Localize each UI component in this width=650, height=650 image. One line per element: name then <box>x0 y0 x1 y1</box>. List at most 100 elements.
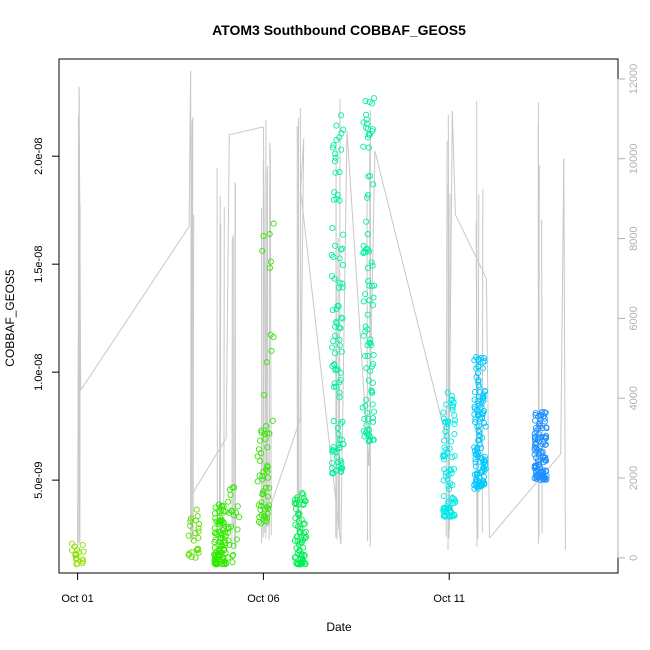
data-point <box>331 158 339 165</box>
data-point <box>329 144 336 151</box>
data-point <box>195 549 202 556</box>
x-tick-label: Oct 11 <box>433 593 465 605</box>
data-point <box>365 131 373 138</box>
data-point <box>216 504 223 511</box>
data-point <box>229 552 236 559</box>
data-point <box>298 516 305 523</box>
data-point <box>195 534 202 541</box>
data-point <box>364 194 371 201</box>
x-tick-label: Oct 01 <box>61 593 93 605</box>
data-point <box>338 465 345 472</box>
data-point <box>328 273 336 280</box>
data-point <box>338 314 345 321</box>
data-point <box>225 537 232 544</box>
data-point <box>266 230 273 238</box>
data-point <box>192 530 199 537</box>
altitude-profile-line <box>366 192 368 541</box>
data-point <box>234 526 241 533</box>
data-point <box>537 411 544 418</box>
data-point <box>336 197 343 204</box>
data-point <box>340 126 347 133</box>
data-point <box>211 530 219 537</box>
data-point <box>73 556 80 563</box>
data-point <box>542 454 549 461</box>
data-point <box>451 417 459 424</box>
data-point <box>299 556 306 564</box>
data-point <box>367 172 374 179</box>
altitude-segment <box>300 138 305 191</box>
data-point <box>471 444 478 451</box>
data-point <box>442 428 449 435</box>
data-point <box>476 475 483 482</box>
data-point <box>298 539 305 546</box>
data-point <box>329 470 336 477</box>
data-point <box>365 431 373 438</box>
data-point <box>329 307 336 314</box>
data-point <box>441 452 448 459</box>
data-point <box>68 540 76 547</box>
data-point <box>471 481 478 489</box>
data-point <box>187 518 194 525</box>
data-point <box>259 476 266 483</box>
data-point <box>480 420 488 427</box>
altitude-segment <box>374 150 450 451</box>
data-point <box>265 505 272 512</box>
data-point <box>263 423 270 430</box>
data-point <box>264 493 271 500</box>
altitude-segment <box>225 134 230 439</box>
data-point <box>443 432 450 439</box>
data-point <box>542 457 549 464</box>
data-point <box>193 517 200 524</box>
data-point <box>369 128 376 135</box>
data-point <box>364 352 371 359</box>
data-point <box>481 358 488 365</box>
data-point <box>222 508 229 515</box>
data-point <box>364 311 371 318</box>
data-point <box>471 471 478 478</box>
data-point <box>193 506 200 513</box>
data-point <box>331 350 339 357</box>
data-point <box>194 513 201 520</box>
data-point <box>363 124 370 132</box>
data-point <box>300 501 307 508</box>
data-point <box>226 509 233 516</box>
y2-tick-label: 2000 <box>628 466 640 490</box>
data-point <box>367 336 374 343</box>
y2-tick-label: 0 <box>628 555 640 561</box>
data-point <box>449 454 456 461</box>
data-point <box>224 529 232 536</box>
data-point <box>336 342 343 349</box>
data-point <box>333 318 340 325</box>
data-point <box>339 464 346 471</box>
data-point <box>365 377 372 384</box>
data-point <box>475 409 482 416</box>
y2-tick-label: 8000 <box>628 226 640 250</box>
altitude-profile-line <box>223 207 225 539</box>
data-point <box>340 231 347 238</box>
data-point <box>448 438 455 445</box>
data-point <box>532 441 539 448</box>
data-point <box>443 469 450 476</box>
data-point <box>363 245 370 252</box>
data-point <box>335 459 342 466</box>
data-point <box>331 189 338 196</box>
data-point <box>259 247 266 254</box>
data-point <box>543 424 550 431</box>
data-point <box>258 520 265 527</box>
data-point <box>472 419 479 426</box>
data-point <box>336 436 343 443</box>
data-point <box>74 546 81 553</box>
data-point <box>368 259 375 266</box>
data-point <box>211 510 219 517</box>
data-point <box>332 169 339 176</box>
data-point <box>363 111 370 118</box>
altitude-segment <box>340 130 348 544</box>
data-point <box>440 409 447 416</box>
data-point <box>444 475 451 483</box>
data-point <box>531 433 538 440</box>
data-point <box>446 445 453 452</box>
data-point <box>194 545 202 552</box>
data-point <box>292 499 299 506</box>
scatter-points <box>68 95 550 568</box>
data-point <box>371 282 378 289</box>
